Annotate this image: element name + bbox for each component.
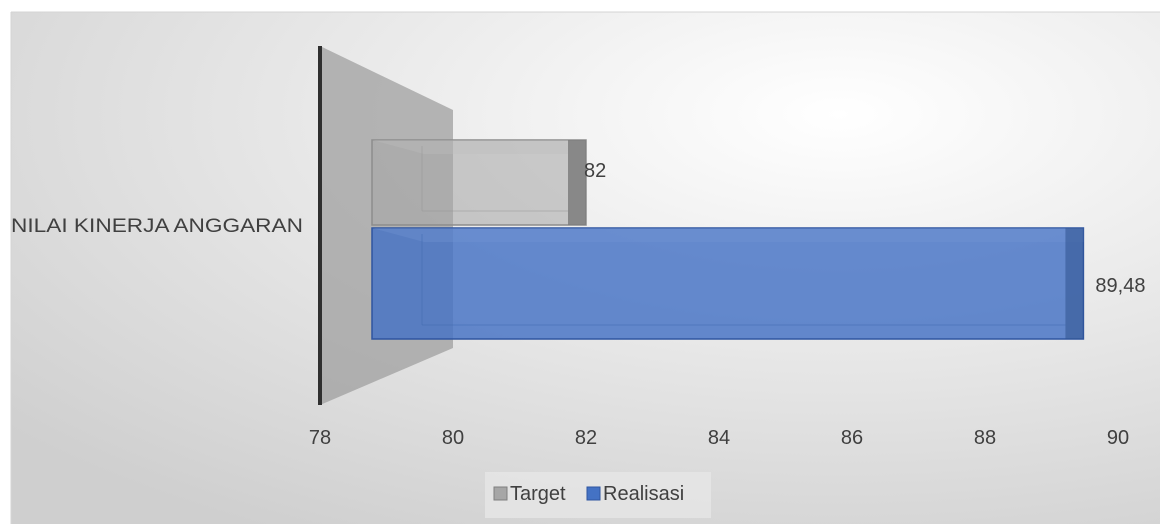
x-tick-label: 90 bbox=[1107, 427, 1129, 449]
bar-top-face bbox=[372, 140, 586, 154]
x-tick-label: 88 bbox=[974, 427, 996, 449]
x-tick-label: 86 bbox=[841, 427, 863, 449]
data-label-target: 82 bbox=[584, 160, 606, 182]
x-tick-label: 78 bbox=[309, 427, 331, 449]
bar-front-face bbox=[371, 227, 1085, 340]
data-label-realisasi: 89,48 bbox=[1095, 275, 1145, 297]
x-tick-label: 82 bbox=[575, 427, 597, 449]
bar-target bbox=[371, 139, 587, 226]
bar-realisasi bbox=[371, 227, 1085, 340]
bar-end-face bbox=[568, 140, 586, 225]
legend-swatch-realisasi bbox=[586, 486, 601, 501]
bar-top-face bbox=[372, 228, 1084, 242]
legend-label-realisasi: Realisasi bbox=[603, 483, 684, 505]
x-tick-label: 84 bbox=[708, 427, 730, 449]
legend-label-target: Target bbox=[510, 483, 566, 505]
category-label: NILAI KINERJA ANGGARAN bbox=[11, 216, 303, 237]
bar-end-face bbox=[1065, 228, 1084, 339]
legend-swatch-target bbox=[493, 486, 508, 501]
x-tick-label: 80 bbox=[442, 427, 464, 449]
